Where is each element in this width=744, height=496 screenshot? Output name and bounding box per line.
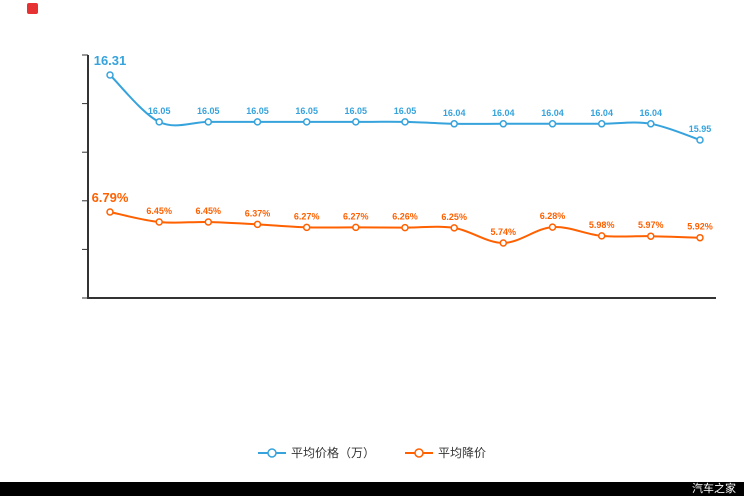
svg-text:16.04: 16.04 [640, 108, 663, 118]
svg-text:6.26%: 6.26% [392, 212, 418, 222]
svg-text:16.05: 16.05 [246, 106, 269, 116]
svg-text:16.05: 16.05 [394, 106, 417, 116]
svg-text:5.74%: 5.74% [491, 227, 517, 237]
svg-text:16.04: 16.04 [541, 108, 564, 118]
svg-text:6.27%: 6.27% [343, 211, 369, 221]
svg-text:16.04: 16.04 [590, 108, 613, 118]
svg-text:16.04: 16.04 [492, 108, 515, 118]
svg-text:6.45%: 6.45% [196, 206, 222, 216]
svg-text:16.05: 16.05 [295, 106, 318, 116]
svg-text:6.45%: 6.45% [146, 206, 172, 216]
legend-line-dot-icon [257, 447, 286, 458]
svg-text:16.31: 16.31 [94, 53, 127, 68]
watermark-bar: 汽车之家 [0, 482, 744, 496]
svg-text:6.28%: 6.28% [540, 211, 566, 221]
svg-text:6.25%: 6.25% [441, 212, 467, 222]
line-chart: 16.31 16.05 16.05 16.05 16.05 16.05 16.05 16.04… [82, 53, 716, 299]
svg-text:16.05: 16.05 [197, 106, 220, 116]
svg-text:16.05: 16.05 [345, 106, 368, 116]
svg-text:16.05: 16.05 [148, 106, 171, 116]
watermark-text: 汽车之家 [692, 483, 736, 495]
svg-text:5.92%: 5.92% [687, 222, 713, 232]
svg-text:5.97%: 5.97% [638, 220, 664, 230]
chart-legend: 平均价格（万） 平均降价 [0, 444, 744, 461]
svg-text:6.27%: 6.27% [294, 211, 320, 221]
red-mark [27, 3, 38, 14]
legend-item-average-discount[interactable]: 平均降价 [405, 444, 486, 461]
legend-item-average-price[interactable]: 平均价格（万） [257, 444, 375, 461]
legend-label-average-price: 平均价格（万） [290, 446, 375, 460]
svg-text:5.98%: 5.98% [589, 220, 615, 230]
svg-text:16.04: 16.04 [443, 108, 466, 118]
svg-text:15.95: 15.95 [689, 124, 712, 134]
legend-label-average-discount: 平均降价 [438, 446, 487, 460]
chart-area: 16.31 16.05 16.05 16.05 16.05 16.05 16.05 16.04… [82, 53, 716, 299]
svg-text:6.79%: 6.79% [92, 190, 129, 205]
legend-line-dot-icon [405, 447, 433, 458]
svg-text:6.37%: 6.37% [245, 208, 271, 218]
